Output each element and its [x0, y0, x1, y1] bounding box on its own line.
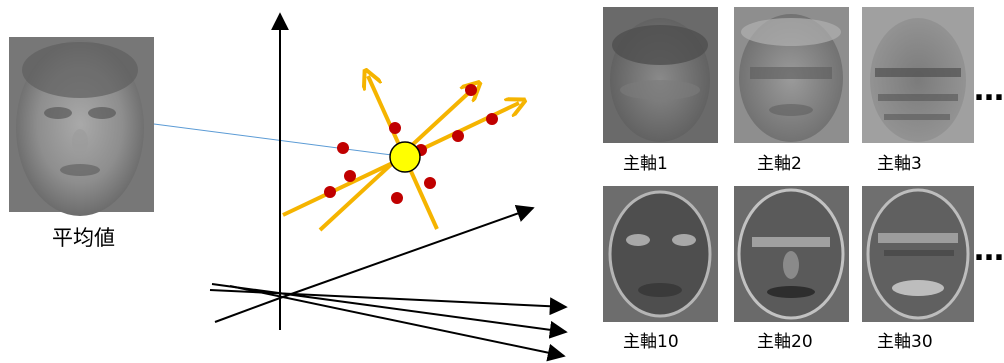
pc-label-10: 主軸10	[623, 332, 679, 352]
pc-label-3: 主軸3	[877, 154, 922, 174]
ellipsis-bottom: …	[974, 233, 1004, 268]
pc-face-30	[862, 186, 974, 322]
pc-face-20	[734, 186, 849, 322]
coordinate-axes	[209, 12, 568, 362]
pc-face-1	[603, 7, 718, 143]
pc-label-2: 主軸2	[757, 154, 802, 174]
mean-label: 平均値	[52, 226, 115, 250]
pc-label-1: 主軸1	[623, 154, 668, 174]
mean-face-image	[9, 37, 154, 216]
pc-face-10	[603, 186, 718, 322]
pc-label-30: 主軸30	[877, 332, 933, 352]
mean-connector-line	[153, 123, 393, 156]
pc-label-20: 主軸20	[757, 332, 813, 352]
ellipsis-top: …	[974, 73, 1004, 108]
mean-point	[389, 141, 421, 173]
pc-face-3	[862, 7, 974, 143]
pc-face-2	[734, 7, 849, 143]
data-points	[324, 84, 498, 204]
